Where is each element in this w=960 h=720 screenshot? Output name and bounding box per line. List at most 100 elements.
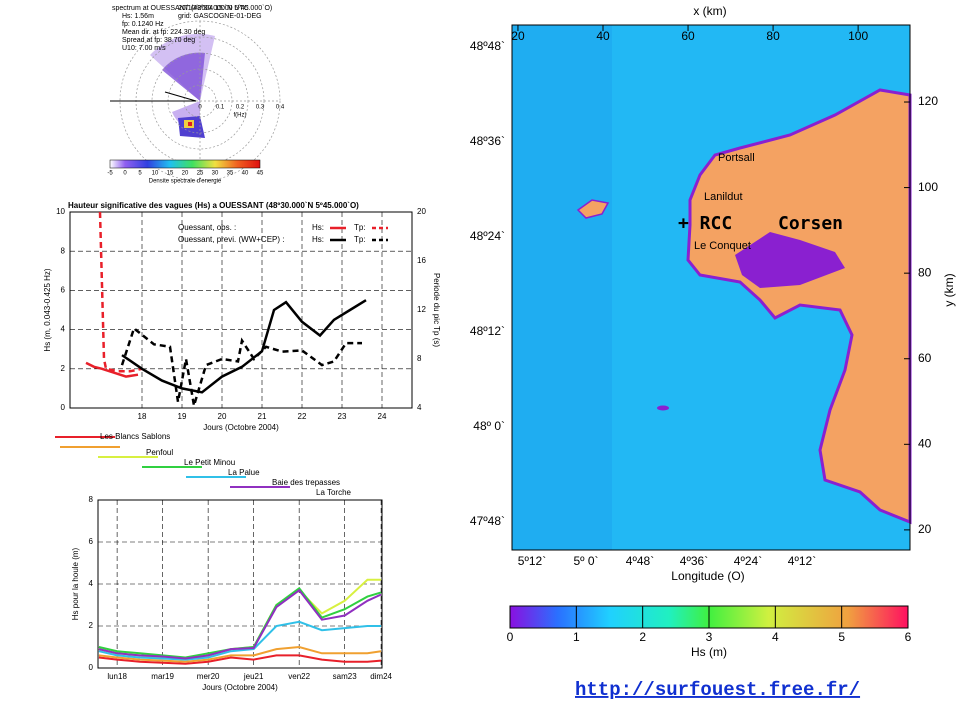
y-tick-label: 6 [89, 537, 94, 546]
legend-label: Les Blancs Sablons [100, 432, 170, 441]
colorbar-tick-label: 30 [212, 171, 219, 177]
y-tick-label: 4 [61, 325, 66, 334]
series-line [120, 326, 362, 406]
lat-label: 48º48` [470, 39, 505, 53]
legend-label: La Torche [316, 488, 352, 497]
colorbar-tick-label: -5 [107, 171, 113, 177]
colorbar-tick-label: 5 [838, 630, 845, 644]
y2-tick-label: 8 [417, 354, 422, 363]
x-tick-label: mer20 [197, 672, 220, 681]
chart-title: Hauteur significative des vagues (Hs) a … [68, 201, 359, 210]
x-tick-label: 20 [218, 412, 227, 421]
lon-label: 4º48` [626, 554, 654, 568]
y-axis-label: Hs pour la houle (m) [71, 547, 80, 620]
lon-label: 4º12` [788, 554, 816, 568]
y-tick-label: 4 [89, 579, 94, 588]
colorbar-tick-label: 4 [772, 630, 779, 644]
legend-label: Tp: [354, 223, 366, 232]
y-tick-label: 2 [61, 364, 66, 373]
url-link[interactable]: http://surfouest.free.fr/ [575, 679, 860, 701]
legend-label: Le Petit Minou [184, 458, 235, 467]
colorbar-tick-label: 45 [257, 171, 264, 177]
legend-label: Tp: [354, 235, 366, 244]
x-tick-label: ven22 [288, 672, 310, 681]
map-island [657, 405, 669, 411]
lat-label: 48º36` [470, 134, 505, 148]
y-tick-label: 80 [918, 265, 932, 279]
spectrum-info: 20/10/2004 15:00 UTC [178, 5, 249, 12]
lat-label: 48º 0` [473, 419, 505, 433]
colorbar-tick-label: 6 [905, 630, 912, 644]
spectrum-info: Mean dir. at fp: 224.30 deg [122, 29, 205, 36]
colorbar-tick-label: 10 [152, 171, 159, 177]
colorbar-tick-label: 35 [227, 171, 234, 177]
lon-label: 5º 0` [573, 554, 598, 568]
colorbar-tick-label: 40 [242, 171, 249, 177]
x-tick-label: 60 [681, 29, 695, 43]
x-tick-label: sam23 [333, 672, 358, 681]
legend-group: Ouessant, obs. : [178, 223, 236, 232]
y-tick-label: 40 [918, 436, 932, 450]
y2-tick-label: 20 [417, 207, 426, 216]
colorbar-tick-label: 2 [639, 630, 646, 644]
series-line [85, 361, 139, 378]
freq-label: f(Hz) [234, 113, 247, 119]
spectrum-info: U10: 7.00 m/s [122, 45, 166, 52]
arrow [164, 91, 197, 102]
legend-label: Hs: [312, 235, 324, 244]
colorbar-tick-label: 1 [573, 630, 580, 644]
x-tick-label: mar19 [151, 672, 174, 681]
lon-label: 4º24` [734, 554, 762, 568]
x-axis-label: Jours (Octobre 2004) [203, 423, 279, 432]
spectrum-colorbar [109, 159, 261, 169]
x-tick-label: 21 [258, 412, 267, 421]
map-frame [511, 24, 911, 551]
y-axis-label: y (km) [942, 273, 956, 306]
y2-tick-label: 12 [417, 305, 426, 314]
y-tick-label: 0 [61, 403, 66, 412]
x-tick-label: 18 [138, 412, 147, 421]
series-line [121, 299, 367, 394]
spectrum-peak [188, 122, 192, 126]
x-tick-label: lun18 [107, 672, 127, 681]
series-line [98, 645, 382, 663]
colorbar-tick-label: 3 [706, 630, 713, 644]
spectrum-info: Spread at fp: 38.70 deg [122, 37, 195, 44]
x-axis-label: x (km) [693, 4, 726, 18]
lon-label: 5º12` [518, 554, 546, 568]
y-tick-label: 60 [918, 351, 932, 365]
y2-tick-label: 16 [417, 256, 426, 265]
map-land [686, 88, 912, 525]
x-axis-label: Jours (Octobre 2004) [202, 683, 278, 692]
legend-label: Hs: [312, 223, 324, 232]
place-label: Le Conquet [694, 240, 751, 252]
colorbar-tick-label: 5 [138, 171, 142, 177]
series-line [98, 588, 382, 660]
x-tick-label: 40 [596, 29, 610, 43]
spectrum-info: grid: GASCOGNE-01-DEG [178, 13, 262, 20]
y2-axis-label: Periode du pic Tp (s) [432, 273, 441, 347]
legend-label: Baie des trepasses [272, 478, 340, 487]
lat-label: 48º24` [470, 229, 505, 243]
lat-label: 48º12` [470, 324, 505, 338]
legend-label: Penfoul [146, 448, 173, 457]
x-tick-label: 19 [178, 412, 187, 421]
spectrum-panel [109, 20, 281, 182]
series-line [98, 211, 143, 373]
y-tick-label: 10 [56, 207, 65, 216]
lat-label: 47º48` [470, 514, 505, 528]
y-tick-label: 100 [918, 180, 938, 194]
series-line [98, 654, 382, 665]
freq-tick-label: 0 [198, 105, 202, 111]
colorbar-label: Densite spectrale d'energie [149, 179, 222, 185]
colorbar-tick-label: 0 [123, 171, 127, 177]
colorbar-label: Hs (m) [691, 645, 727, 659]
spectrum-lobe [162, 52, 205, 101]
map-estuary [735, 232, 845, 288]
corsen-label: Corsen [778, 213, 843, 234]
freq-tick-label: 0.3 [256, 105, 265, 111]
colorbar-tick-label: 25 [197, 171, 204, 177]
y-tick-label: 8 [61, 246, 66, 255]
legend-group: Ouessant, previ. (WW+CEP) : [178, 235, 284, 244]
